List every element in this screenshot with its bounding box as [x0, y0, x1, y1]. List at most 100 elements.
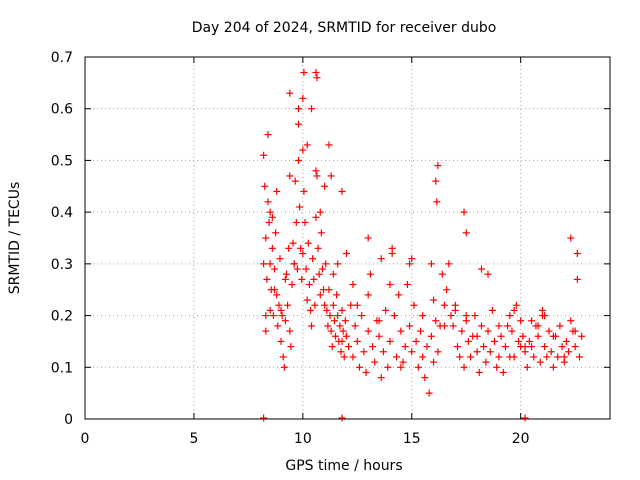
- data-point: [339, 327, 347, 335]
- y-tick-label: 0.2: [51, 309, 73, 325]
- data-point: [573, 275, 581, 283]
- data-point: [421, 374, 429, 382]
- data-point: [325, 286, 333, 294]
- data-point: [440, 301, 448, 309]
- data-point: [536, 358, 544, 366]
- data-point: [290, 260, 298, 268]
- data-point: [342, 250, 350, 258]
- data-point: [547, 348, 555, 356]
- data-point: [349, 281, 357, 289]
- data-point-zero: [338, 414, 346, 422]
- data-point: [337, 348, 345, 356]
- data-point: [432, 177, 440, 185]
- data-point: [366, 270, 374, 278]
- x-tick-label: 5: [189, 431, 198, 447]
- data-point: [297, 244, 305, 252]
- data-point: [341, 317, 349, 325]
- data-point: [515, 337, 523, 345]
- data-point: [538, 306, 546, 314]
- data-point: [369, 343, 377, 351]
- data-point: [408, 348, 416, 356]
- data-point: [495, 353, 503, 361]
- data-point: [279, 353, 287, 361]
- data-point: [416, 327, 424, 335]
- data-point: [467, 353, 475, 361]
- data-point: [554, 353, 562, 361]
- data-point: [323, 306, 331, 314]
- data-point: [519, 332, 527, 340]
- data-point: [358, 312, 366, 320]
- y-tick-label: 0.6: [51, 102, 73, 118]
- data-point: [497, 332, 505, 340]
- data-point: [291, 177, 299, 185]
- data-point: [567, 234, 575, 242]
- data-point: [284, 301, 292, 309]
- data-point: [321, 182, 329, 190]
- data-point: [382, 306, 390, 314]
- data-point: [565, 348, 573, 356]
- data-point: [300, 187, 308, 195]
- data-point: [460, 208, 468, 216]
- data-point: [333, 291, 341, 299]
- data-point: [312, 213, 320, 221]
- data-point: [313, 74, 321, 82]
- data-point: [293, 265, 301, 273]
- data-point: [504, 322, 512, 330]
- data-point: [298, 275, 306, 283]
- data-point: [273, 291, 281, 299]
- data-point: [549, 332, 557, 340]
- data-point: [434, 162, 442, 170]
- data-point: [360, 348, 368, 356]
- data-point: [308, 105, 316, 113]
- data-point: [329, 301, 337, 309]
- data-point: [338, 337, 346, 345]
- data-point: [311, 301, 319, 309]
- data-point: [430, 296, 438, 304]
- data-point: [495, 322, 503, 330]
- data-point: [304, 239, 312, 247]
- data-point: [506, 353, 514, 361]
- data-point: [312, 69, 320, 77]
- data-point: [375, 332, 383, 340]
- data-point: [262, 312, 270, 320]
- data-point: [449, 322, 457, 330]
- data-point: [578, 332, 586, 340]
- data-point: [364, 234, 372, 242]
- data-point: [301, 218, 309, 226]
- y-tick-label: 0.3: [51, 257, 73, 273]
- data-point: [560, 353, 568, 361]
- data-point: [268, 244, 276, 252]
- data-point: [571, 343, 579, 351]
- data-point: [316, 208, 324, 216]
- data-point: [334, 312, 342, 320]
- data-point: [543, 353, 551, 361]
- data-point: [299, 146, 307, 154]
- data-point: [262, 327, 270, 335]
- data-point: [299, 94, 307, 102]
- data-point: [528, 343, 536, 351]
- data-point: [326, 312, 334, 320]
- data-point: [261, 182, 269, 190]
- data-point: [353, 301, 361, 309]
- data-point: [462, 312, 470, 320]
- x-axis-label: GPS time / hours: [285, 458, 402, 474]
- data-point: [286, 89, 294, 97]
- data-point: [265, 218, 273, 226]
- data-point: [332, 332, 340, 340]
- data-point: [338, 187, 346, 195]
- data-point: [296, 203, 304, 211]
- data-point: [567, 317, 575, 325]
- data-point: [288, 281, 296, 289]
- x-tick-labels: 0 5 10 15 20: [81, 431, 530, 447]
- data-point: [545, 327, 553, 335]
- data-point: [271, 265, 279, 273]
- data-point: [403, 281, 411, 289]
- data-point: [294, 105, 302, 113]
- data-point: [406, 260, 414, 268]
- data-point: [386, 281, 394, 289]
- data-point: [480, 343, 488, 351]
- data-point: [345, 343, 353, 351]
- data-point: [425, 389, 433, 397]
- data-point: [451, 306, 459, 314]
